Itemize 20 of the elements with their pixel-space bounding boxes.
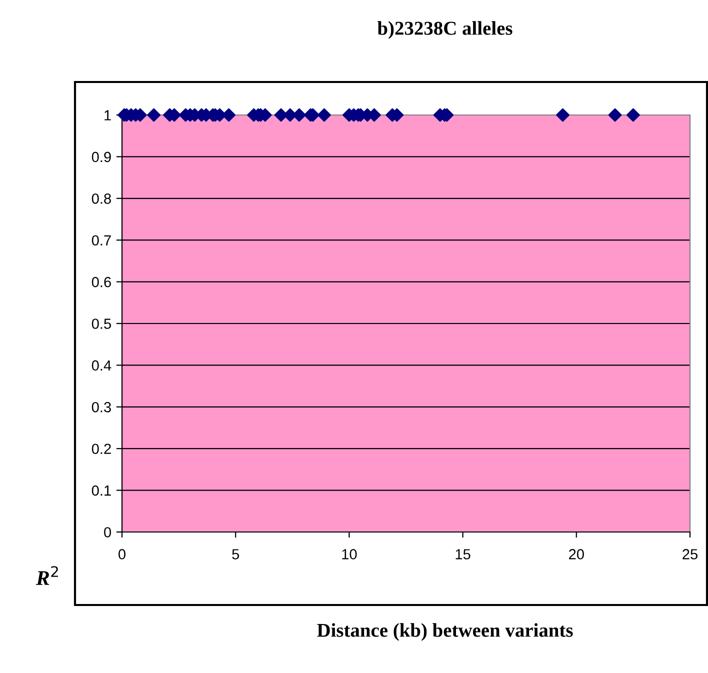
y-tick-label: 0.1	[92, 485, 111, 496]
y-tick-label: 0.2	[92, 444, 111, 454]
y-tick-label: 0.8	[92, 194, 111, 204]
y-tick-label: 0	[104, 527, 112, 538]
y-axis-title: R$^{2}$	[36, 566, 58, 585]
x-tick-label: 5	[232, 549, 240, 560]
y-tick-label: 0.7	[92, 235, 111, 246]
y-tick-label: 0.3	[92, 402, 111, 412]
y-tick-label: 0.9	[92, 152, 111, 162]
y-tick-label: 0.6	[92, 276, 111, 288]
x-tick-label: 10	[342, 549, 357, 560]
y-tick-label: 0.4	[92, 360, 112, 371]
x-tick-label: 20	[569, 549, 584, 560]
x-tick-label: 25	[682, 549, 698, 560]
x-tick-label: 15	[456, 549, 470, 560]
x-axis-title: Distance (kb) between variants	[317, 623, 573, 641]
chart-title: b)23238C alleles	[377, 21, 512, 39]
x-tick-label: 0	[118, 549, 126, 560]
y-tick-label: 0.5	[92, 318, 111, 329]
y-tick-label: 1	[104, 110, 111, 120]
